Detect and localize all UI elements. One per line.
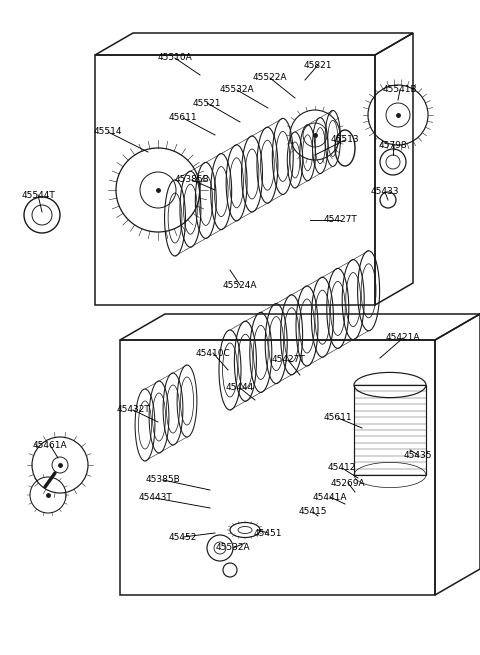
Text: 45452: 45452 — [169, 533, 197, 542]
Text: 45521: 45521 — [193, 98, 221, 107]
Text: 45451: 45451 — [254, 529, 282, 538]
Text: 45510A: 45510A — [157, 54, 192, 62]
Text: 45443T: 45443T — [138, 493, 172, 502]
Text: 45410C: 45410C — [196, 348, 230, 358]
Text: 45798: 45798 — [379, 141, 408, 149]
Text: 45522A: 45522A — [253, 73, 287, 83]
Text: 45611: 45611 — [168, 113, 197, 122]
Text: 45269A: 45269A — [331, 479, 365, 487]
Text: 45427T: 45427T — [271, 356, 305, 364]
Text: 45432T: 45432T — [116, 405, 150, 415]
Text: 45524A: 45524A — [223, 280, 257, 290]
Text: 45514: 45514 — [94, 128, 122, 136]
Text: 45427T: 45427T — [323, 215, 357, 225]
Text: 45461A: 45461A — [33, 441, 67, 449]
Text: 45441A: 45441A — [313, 493, 347, 502]
Text: 45541B: 45541B — [383, 86, 417, 94]
Text: 45421A: 45421A — [386, 333, 420, 343]
Text: 45532A: 45532A — [220, 86, 254, 94]
Text: 45435: 45435 — [404, 451, 432, 460]
Text: 45544T: 45544T — [21, 191, 55, 200]
Text: 45444: 45444 — [226, 383, 254, 392]
Text: 45385B: 45385B — [145, 476, 180, 485]
Text: 45415: 45415 — [299, 508, 327, 517]
Text: 45412: 45412 — [328, 464, 356, 472]
Text: 45385B: 45385B — [175, 176, 209, 185]
Text: 45513: 45513 — [331, 136, 360, 145]
Text: 45821: 45821 — [304, 60, 332, 69]
Text: 45611: 45611 — [324, 413, 352, 422]
Text: 45433: 45433 — [371, 187, 399, 196]
Text: 45532A: 45532A — [216, 544, 250, 553]
